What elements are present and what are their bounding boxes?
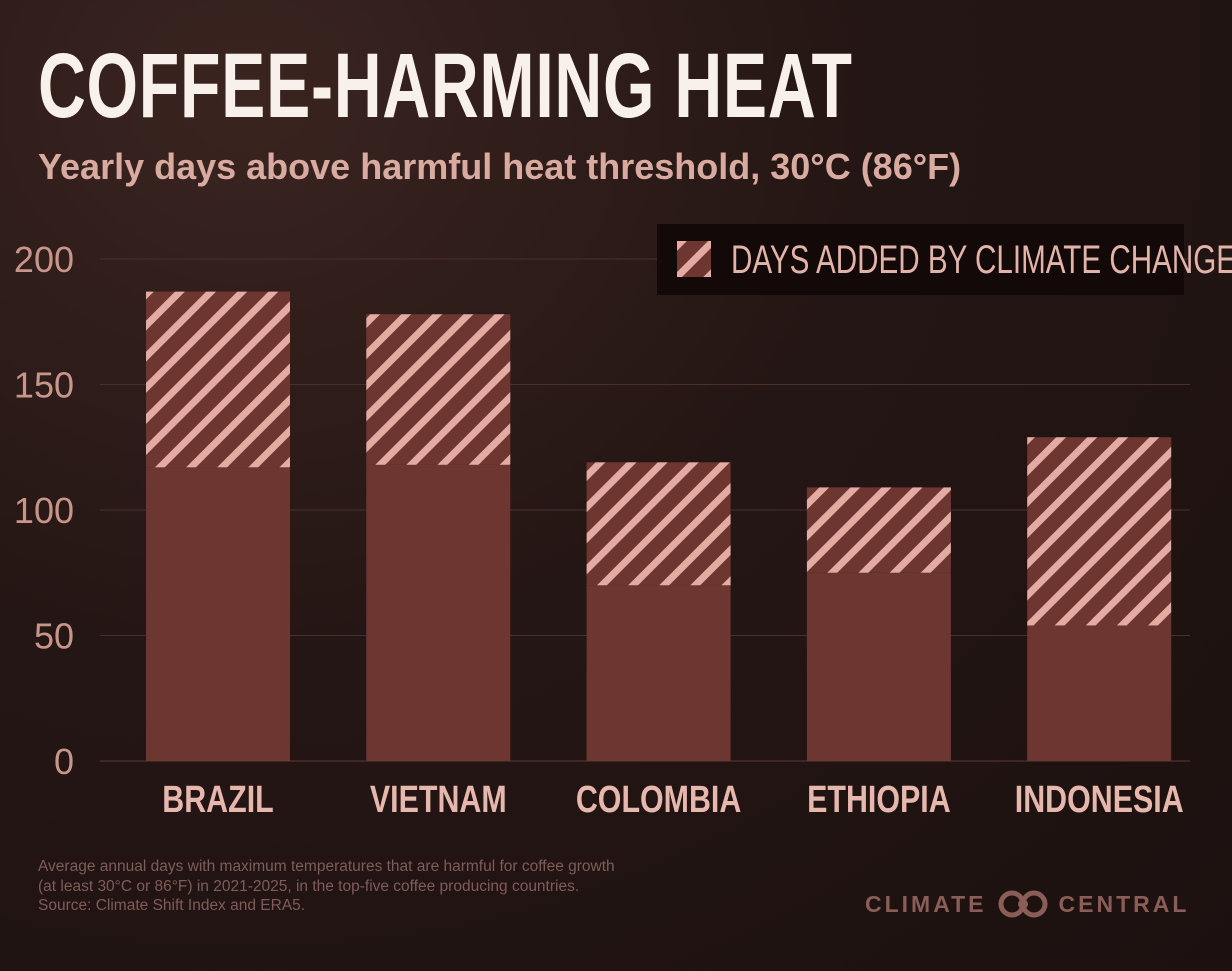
footnote: Average annual days with maximum tempera…	[38, 857, 615, 916]
bar-climate-added	[146, 291, 290, 468]
logo-text-right: CENTRAL	[1058, 890, 1190, 917]
bar-climate-added	[586, 462, 731, 586]
x-category-label: INDONESIA	[1015, 779, 1184, 821]
y-tick-label: 200	[14, 239, 74, 280]
footnote-source: Source: Climate Shift Index and ERA5.	[38, 897, 306, 914]
bar-climate-added	[806, 487, 951, 573]
x-category-label: ETHIOPIA	[807, 779, 951, 821]
footnote-line: (at least 30°C or 86°F) in 2021-2025, in…	[38, 877, 580, 895]
x-category-label: COLOMBIA	[576, 779, 741, 821]
legend-label: DAYS ADDED BY CLIMATE CHANGE	[731, 238, 1232, 282]
y-tick-label: 0	[54, 741, 74, 782]
hatch-swatch-icon	[677, 241, 711, 277]
bar-climate-added	[1027, 437, 1172, 626]
logo-rings-icon	[998, 890, 1048, 918]
x-category-label: BRAZIL	[162, 779, 273, 821]
y-tick-label: 100	[14, 490, 74, 531]
legend: DAYS ADDED BY CLIMATE CHANGE	[657, 224, 1232, 295]
y-tick-label: 150	[14, 365, 74, 406]
bar-base	[146, 467, 290, 761]
bar-base	[366, 464, 511, 761]
footnote-line: Average annual days with maximum tempera…	[38, 858, 615, 875]
x-category-label: VIETNAM	[370, 779, 507, 821]
chart-subtitle: Yearly days above harmful heat threshold…	[38, 146, 962, 187]
chart-title: COFFEE-HARMING HEAT	[38, 35, 853, 137]
y-tick-label: 50	[34, 616, 74, 657]
logo-text-left: CLIMATE	[865, 890, 987, 917]
bar-base	[1027, 625, 1172, 761]
bar-base	[586, 585, 731, 761]
climate-central-logo: CLIMATE CENTRAL	[865, 890, 1189, 918]
bar-base	[806, 572, 951, 761]
bar-climate-added	[366, 314, 511, 465]
